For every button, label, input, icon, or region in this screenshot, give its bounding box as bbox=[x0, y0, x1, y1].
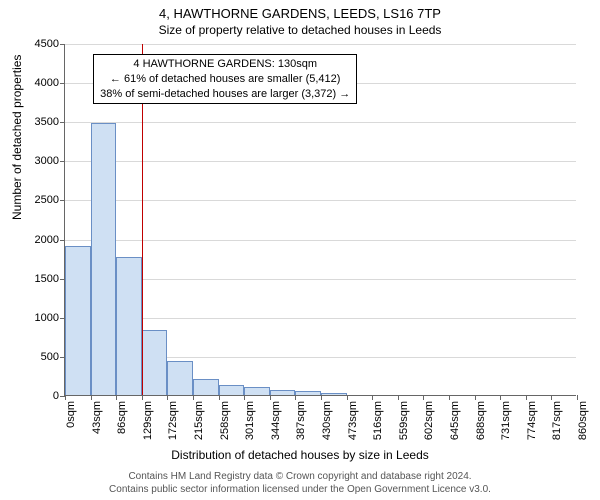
y-tick-label: 3500 bbox=[35, 116, 59, 128]
footer-line-1: Contains HM Land Registry data © Crown c… bbox=[0, 470, 600, 483]
y-tick-label: 1000 bbox=[35, 312, 59, 324]
x-tick-label: 301sqm bbox=[244, 401, 256, 440]
x-tick-mark bbox=[193, 395, 194, 400]
x-tick-mark bbox=[577, 395, 578, 400]
x-tick-label: 215sqm bbox=[193, 401, 205, 440]
x-tick-mark bbox=[500, 395, 501, 400]
x-tick-label: 473sqm bbox=[347, 401, 359, 440]
x-tick-label: 688sqm bbox=[475, 401, 487, 440]
x-tick-mark bbox=[295, 395, 296, 400]
histogram-bar bbox=[295, 391, 321, 395]
x-tick-label: 774sqm bbox=[526, 401, 538, 440]
histogram-bar bbox=[116, 257, 142, 395]
footer-attribution: Contains HM Land Registry data © Crown c… bbox=[0, 470, 600, 496]
histogram-bar bbox=[65, 246, 91, 395]
x-tick-mark bbox=[423, 395, 424, 400]
info-box-line: ← 61% of detached houses are smaller (5,… bbox=[100, 72, 350, 87]
x-tick-label: 516sqm bbox=[372, 401, 384, 440]
x-tick-mark bbox=[65, 395, 66, 400]
x-tick-mark bbox=[321, 395, 322, 400]
y-tick-mark bbox=[60, 161, 65, 162]
y-tick-label: 500 bbox=[41, 351, 59, 363]
y-tick-label: 1500 bbox=[35, 273, 59, 285]
info-box-line: 4 HAWTHORNE GARDENS: 130sqm bbox=[100, 57, 350, 72]
histogram-bar bbox=[193, 379, 219, 395]
x-tick-label: 602sqm bbox=[423, 401, 435, 440]
x-tick-label: 731sqm bbox=[500, 401, 512, 440]
x-tick-mark bbox=[270, 395, 271, 400]
histogram-bar bbox=[219, 385, 245, 395]
x-tick-label: 387sqm bbox=[295, 401, 307, 440]
y-axis-title: Number of detached properties bbox=[10, 55, 24, 220]
histogram-chart: 0500100015002000250030003500400045000sqm… bbox=[64, 44, 576, 396]
histogram-bar bbox=[167, 361, 193, 395]
x-tick-label: 559sqm bbox=[398, 401, 410, 440]
x-tick-mark bbox=[372, 395, 373, 400]
page-subtitle: Size of property relative to detached ho… bbox=[0, 21, 600, 37]
x-tick-mark bbox=[219, 395, 220, 400]
histogram-bar bbox=[321, 393, 347, 395]
histogram-bar bbox=[270, 390, 296, 395]
x-tick-mark bbox=[475, 395, 476, 400]
x-tick-label: 860sqm bbox=[577, 401, 589, 440]
x-tick-label: 645sqm bbox=[449, 401, 461, 440]
x-tick-mark bbox=[116, 395, 117, 400]
footer-line-2: Contains public sector information licen… bbox=[0, 483, 600, 496]
x-tick-mark bbox=[398, 395, 399, 400]
x-tick-mark bbox=[167, 395, 168, 400]
x-tick-mark bbox=[449, 395, 450, 400]
y-tick-label: 0 bbox=[53, 390, 59, 402]
x-tick-label: 430sqm bbox=[321, 401, 333, 440]
x-tick-label: 817sqm bbox=[551, 401, 563, 440]
x-tick-label: 258sqm bbox=[219, 401, 231, 440]
histogram-bar bbox=[244, 387, 270, 395]
x-tick-mark bbox=[91, 395, 92, 400]
x-tick-mark bbox=[244, 395, 245, 400]
y-tick-mark bbox=[60, 122, 65, 123]
x-tick-label: 43sqm bbox=[91, 401, 103, 434]
x-axis-title: Distribution of detached houses by size … bbox=[0, 448, 600, 462]
x-tick-label: 0sqm bbox=[65, 401, 77, 428]
property-info-box: 4 HAWTHORNE GARDENS: 130sqm← 61% of deta… bbox=[93, 54, 357, 105]
y-tick-mark bbox=[60, 44, 65, 45]
y-tick-mark bbox=[60, 83, 65, 84]
x-tick-mark bbox=[347, 395, 348, 400]
page-title: 4, HAWTHORNE GARDENS, LEEDS, LS16 7TP bbox=[0, 0, 600, 21]
info-box-line: 38% of semi-detached houses are larger (… bbox=[100, 87, 350, 102]
y-tick-label: 2000 bbox=[35, 234, 59, 246]
y-tick-mark bbox=[60, 200, 65, 201]
x-tick-label: 129sqm bbox=[142, 401, 154, 440]
x-tick-label: 344sqm bbox=[270, 401, 282, 440]
y-tick-label: 2500 bbox=[35, 194, 59, 206]
x-tick-label: 172sqm bbox=[167, 401, 179, 440]
x-tick-mark bbox=[142, 395, 143, 400]
y-tick-mark bbox=[60, 240, 65, 241]
x-tick-mark bbox=[551, 395, 552, 400]
histogram-bar bbox=[142, 330, 168, 395]
y-tick-label: 4000 bbox=[35, 77, 59, 89]
histogram-bar bbox=[91, 123, 117, 395]
y-tick-label: 4500 bbox=[35, 38, 59, 50]
x-tick-label: 86sqm bbox=[116, 401, 128, 434]
y-tick-label: 3000 bbox=[35, 155, 59, 167]
x-tick-mark bbox=[526, 395, 527, 400]
